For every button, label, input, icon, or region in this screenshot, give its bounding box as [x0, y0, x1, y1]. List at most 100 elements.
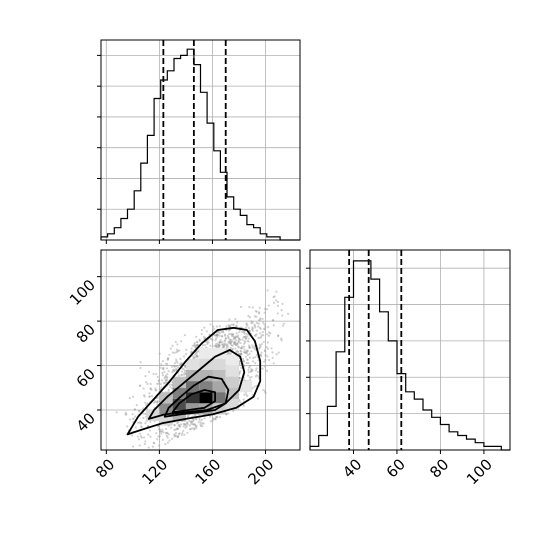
scatter-point — [183, 334, 186, 337]
scatter-point — [175, 368, 178, 372]
scatter-point — [218, 341, 221, 344]
scatter-point — [238, 362, 241, 365]
scatter-point — [252, 356, 255, 360]
scatter-point — [263, 390, 267, 393]
scatter-point — [234, 343, 237, 346]
scatter-point — [194, 351, 198, 354]
scatter-point — [181, 367, 184, 370]
scatter-point — [263, 349, 266, 352]
scatter-point — [246, 335, 249, 338]
scatter-point — [257, 322, 260, 325]
scatter-point — [156, 425, 160, 428]
scatter-point — [199, 424, 202, 428]
scatter-point — [202, 422, 205, 425]
scatter-point — [261, 321, 265, 324]
panel-frame-a — [100, 39, 301, 241]
density-cell-15 — [212, 370, 226, 382]
scatter-point — [214, 417, 217, 420]
scatter-point — [156, 396, 159, 399]
scatter-point — [203, 417, 206, 420]
scatter-point — [215, 416, 218, 419]
scatter-point — [169, 385, 172, 389]
scatter-point — [166, 432, 169, 435]
scatter-point — [254, 348, 257, 351]
density-cell-21 — [185, 358, 200, 370]
scatter-point — [230, 340, 233, 344]
scatter-point — [245, 393, 248, 396]
scatter-point — [201, 422, 204, 425]
scatter-point — [240, 347, 243, 350]
scatter-point — [235, 335, 238, 339]
scatter-point — [179, 357, 182, 361]
scatter-point — [242, 336, 245, 339]
scatter-point — [142, 394, 146, 397]
scatter-point — [233, 335, 236, 339]
y-tick-label-b-0: 40 — [73, 409, 99, 435]
scatter-point — [213, 344, 216, 347]
scatter-point — [227, 352, 230, 355]
density-cell-0 — [199, 392, 213, 404]
scatter-point — [245, 361, 248, 365]
scatter-point — [184, 426, 187, 429]
scatter-point — [276, 300, 280, 304]
y-tick-label-b-1: 60 — [73, 365, 99, 391]
scatter-point — [227, 352, 230, 355]
scatter-point — [246, 350, 249, 353]
density-cell-23 — [225, 365, 239, 377]
scatter-point — [244, 335, 247, 338]
scatter-point — [254, 369, 258, 372]
scatter-point — [229, 346, 232, 349]
scatter-point — [236, 350, 239, 353]
scatter-point — [176, 366, 180, 369]
scatter-point — [246, 358, 249, 361]
scatter-point — [222, 342, 226, 345]
scatter-point — [229, 352, 232, 355]
scatter-point — [235, 339, 238, 342]
scatter-point — [229, 342, 233, 345]
scatter-point — [138, 409, 141, 412]
scatter-point — [263, 327, 266, 330]
scatter-point — [246, 353, 249, 357]
scatter-point — [227, 329, 231, 332]
scatter-point — [150, 388, 153, 391]
scatter-point — [174, 431, 178, 435]
scatter-point — [235, 325, 238, 328]
scatter-point — [218, 341, 221, 344]
scatter-point — [190, 350, 193, 353]
scatter-point — [277, 351, 280, 354]
scatter-point — [126, 425, 129, 428]
histogram-b-line — [309, 260, 510, 451]
scatter-point — [216, 345, 219, 348]
scatter-point — [166, 358, 170, 361]
scatter-point — [242, 342, 246, 345]
scatter-point — [287, 312, 290, 316]
scatter-point — [223, 344, 226, 347]
scatter-point — [275, 290, 278, 293]
scatter-point — [162, 368, 165, 371]
scatter-point — [198, 338, 201, 341]
scatter-point — [175, 367, 178, 370]
scatter-point — [148, 395, 151, 398]
scatter-point — [170, 437, 174, 440]
scatter-point — [209, 344, 212, 347]
scatter-point — [242, 360, 245, 363]
scatter-point — [251, 306, 254, 309]
scatter-point — [183, 371, 186, 375]
scatter-point — [192, 423, 195, 426]
y-tick-label-b-2: 80 — [73, 320, 99, 346]
scatter-point — [140, 425, 143, 429]
scatter-point — [239, 352, 242, 355]
scatter-point — [211, 329, 215, 332]
scatter-point — [137, 438, 141, 441]
scatter-point — [177, 424, 180, 427]
scatter-point — [243, 345, 246, 348]
scatter-point — [228, 340, 231, 343]
scatter-point — [133, 408, 137, 411]
scatter-point — [248, 346, 251, 349]
scatter-point — [276, 334, 280, 337]
scatter-point — [229, 332, 233, 336]
scatter-point — [226, 343, 229, 346]
scatter-point — [262, 340, 265, 344]
scatter-point — [232, 323, 235, 326]
